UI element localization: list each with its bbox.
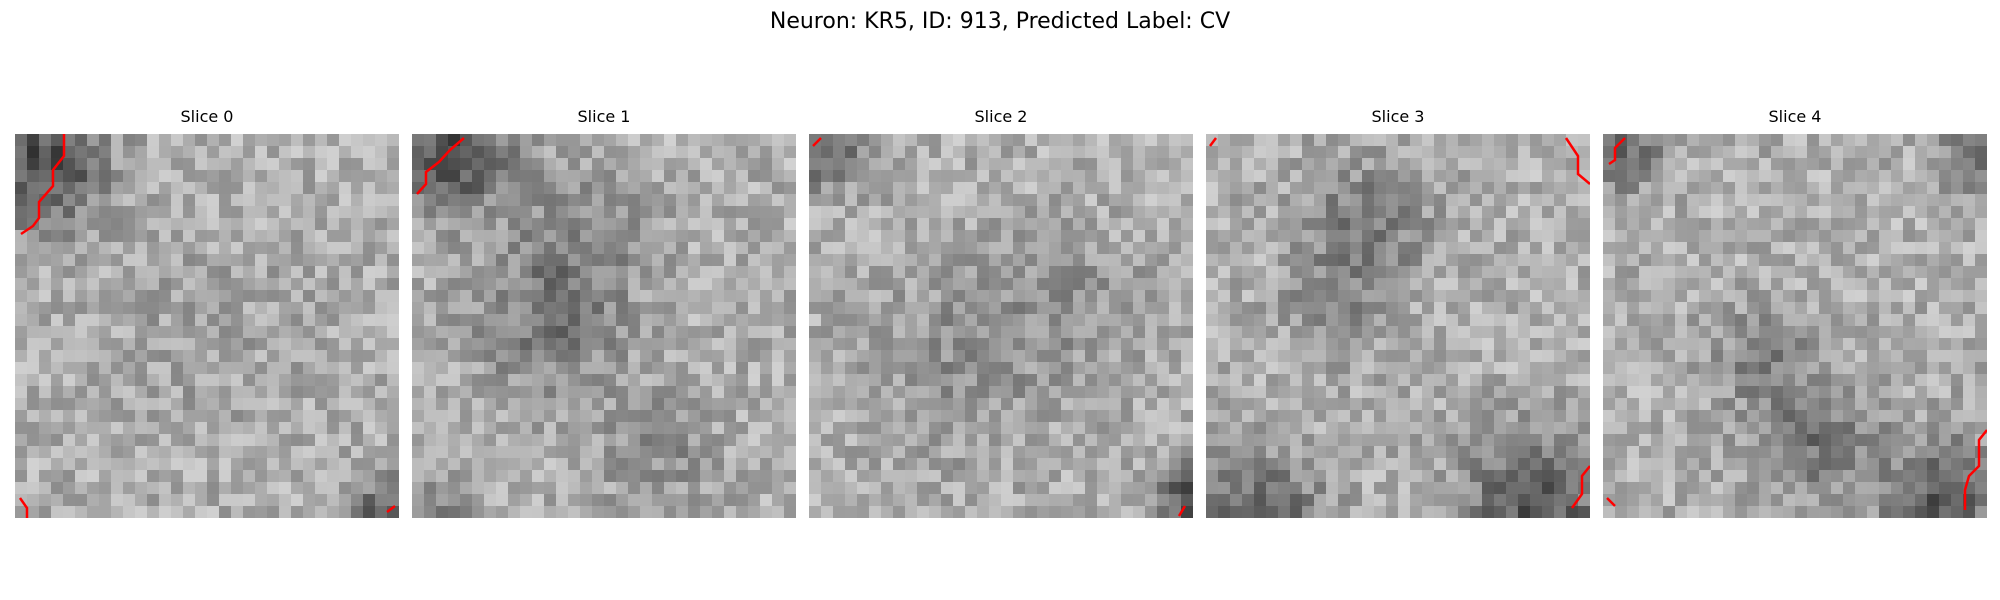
slice-image-4 xyxy=(1603,134,1987,518)
slice-image-3 xyxy=(1206,134,1590,518)
slice-title-0: Slice 0 xyxy=(180,107,234,126)
slice-panel-1: Slice 1 xyxy=(412,107,796,533)
slice-4-outline-bottom-right xyxy=(1963,429,1987,510)
slice-image-1 xyxy=(412,134,796,518)
slice-image-4-pixels xyxy=(1603,134,1987,518)
slice-3-outline-top-left xyxy=(1209,137,1217,147)
slice-title-4: Slice 4 xyxy=(1768,107,1822,126)
slice-panel-3: Slice 3 xyxy=(1206,107,1590,533)
slice-image-3-pixels xyxy=(1206,134,1590,518)
slice-3-outline-top-right xyxy=(1564,137,1590,185)
slice-image-0-pixels xyxy=(15,134,399,518)
slice-image-2-pixels xyxy=(809,134,1193,518)
slice-image-1-pixels xyxy=(412,134,796,518)
slice-4-outline-top-left xyxy=(1608,137,1626,166)
slice-4-outline-bottom-left xyxy=(1606,497,1616,507)
slice-0-outline-bottom-right xyxy=(386,505,396,513)
slice-0-outline-bottom-left xyxy=(18,497,29,518)
slice-title-3: Slice 3 xyxy=(1371,107,1425,126)
slice-panel-0: Slice 0 xyxy=(15,107,399,533)
slice-panel-4: Slice 4 xyxy=(1603,107,1987,533)
slice-3-outline-bottom-right xyxy=(1570,465,1590,509)
slice-2-outline-top-left xyxy=(812,137,822,147)
figure-title: Neuron: KR5, ID: 913, Predicted Label: C… xyxy=(769,9,1231,34)
slice-title-1: Slice 1 xyxy=(577,107,631,126)
slice-2-outline-bottom-right xyxy=(1177,505,1187,517)
slice-0-outline-top-left xyxy=(20,134,66,236)
slice-image-2 xyxy=(809,134,1193,518)
slice-panel-2: Slice 2 xyxy=(809,107,1193,533)
slice-title-2: Slice 2 xyxy=(974,107,1028,126)
slice-image-0 xyxy=(15,134,399,518)
slice-1-outline-top-left xyxy=(416,137,465,195)
